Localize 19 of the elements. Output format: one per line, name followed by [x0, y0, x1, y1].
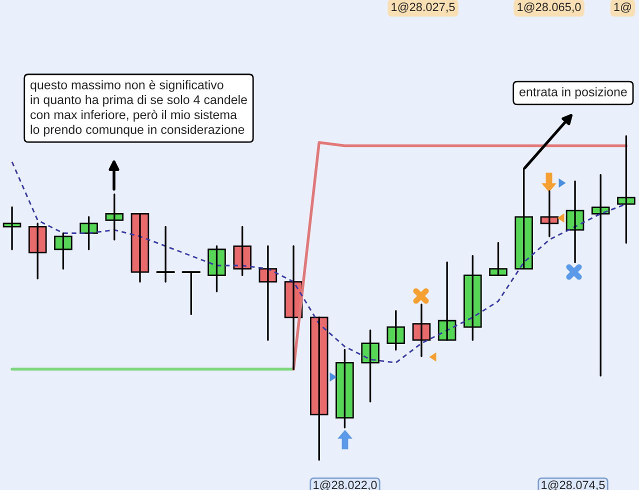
- candlestick: [233, 226, 252, 276]
- text: 1@28.065,0: [518, 2, 581, 13]
- text: entrata in posizione: [520, 87, 627, 99]
- candlestick: [617, 135, 636, 244]
- candlestick: [54, 232, 72, 270]
- candlestick: [28, 222, 47, 280]
- candlestick: [464, 255, 482, 341]
- candlestick: [182, 271, 201, 315]
- candlestick: [208, 245, 226, 292]
- text: 1@28.027,5: [392, 2, 455, 13]
- text: 1@: [614, 2, 631, 13]
- candlestick: [310, 316, 328, 461]
- candlestick: [591, 174, 610, 377]
- candlestick: [156, 226, 175, 283]
- candlestick: [386, 310, 406, 351]
- candlestick: [361, 330, 380, 402]
- candlestick: [489, 242, 508, 276]
- annotation: questo massimo non è significativo in quanto ha prima di se solo 4 candele con max inferiore, però il mio sistema lo prendo comunque in considerazione: [30, 80, 247, 136]
- candlestick: [105, 193, 124, 240]
